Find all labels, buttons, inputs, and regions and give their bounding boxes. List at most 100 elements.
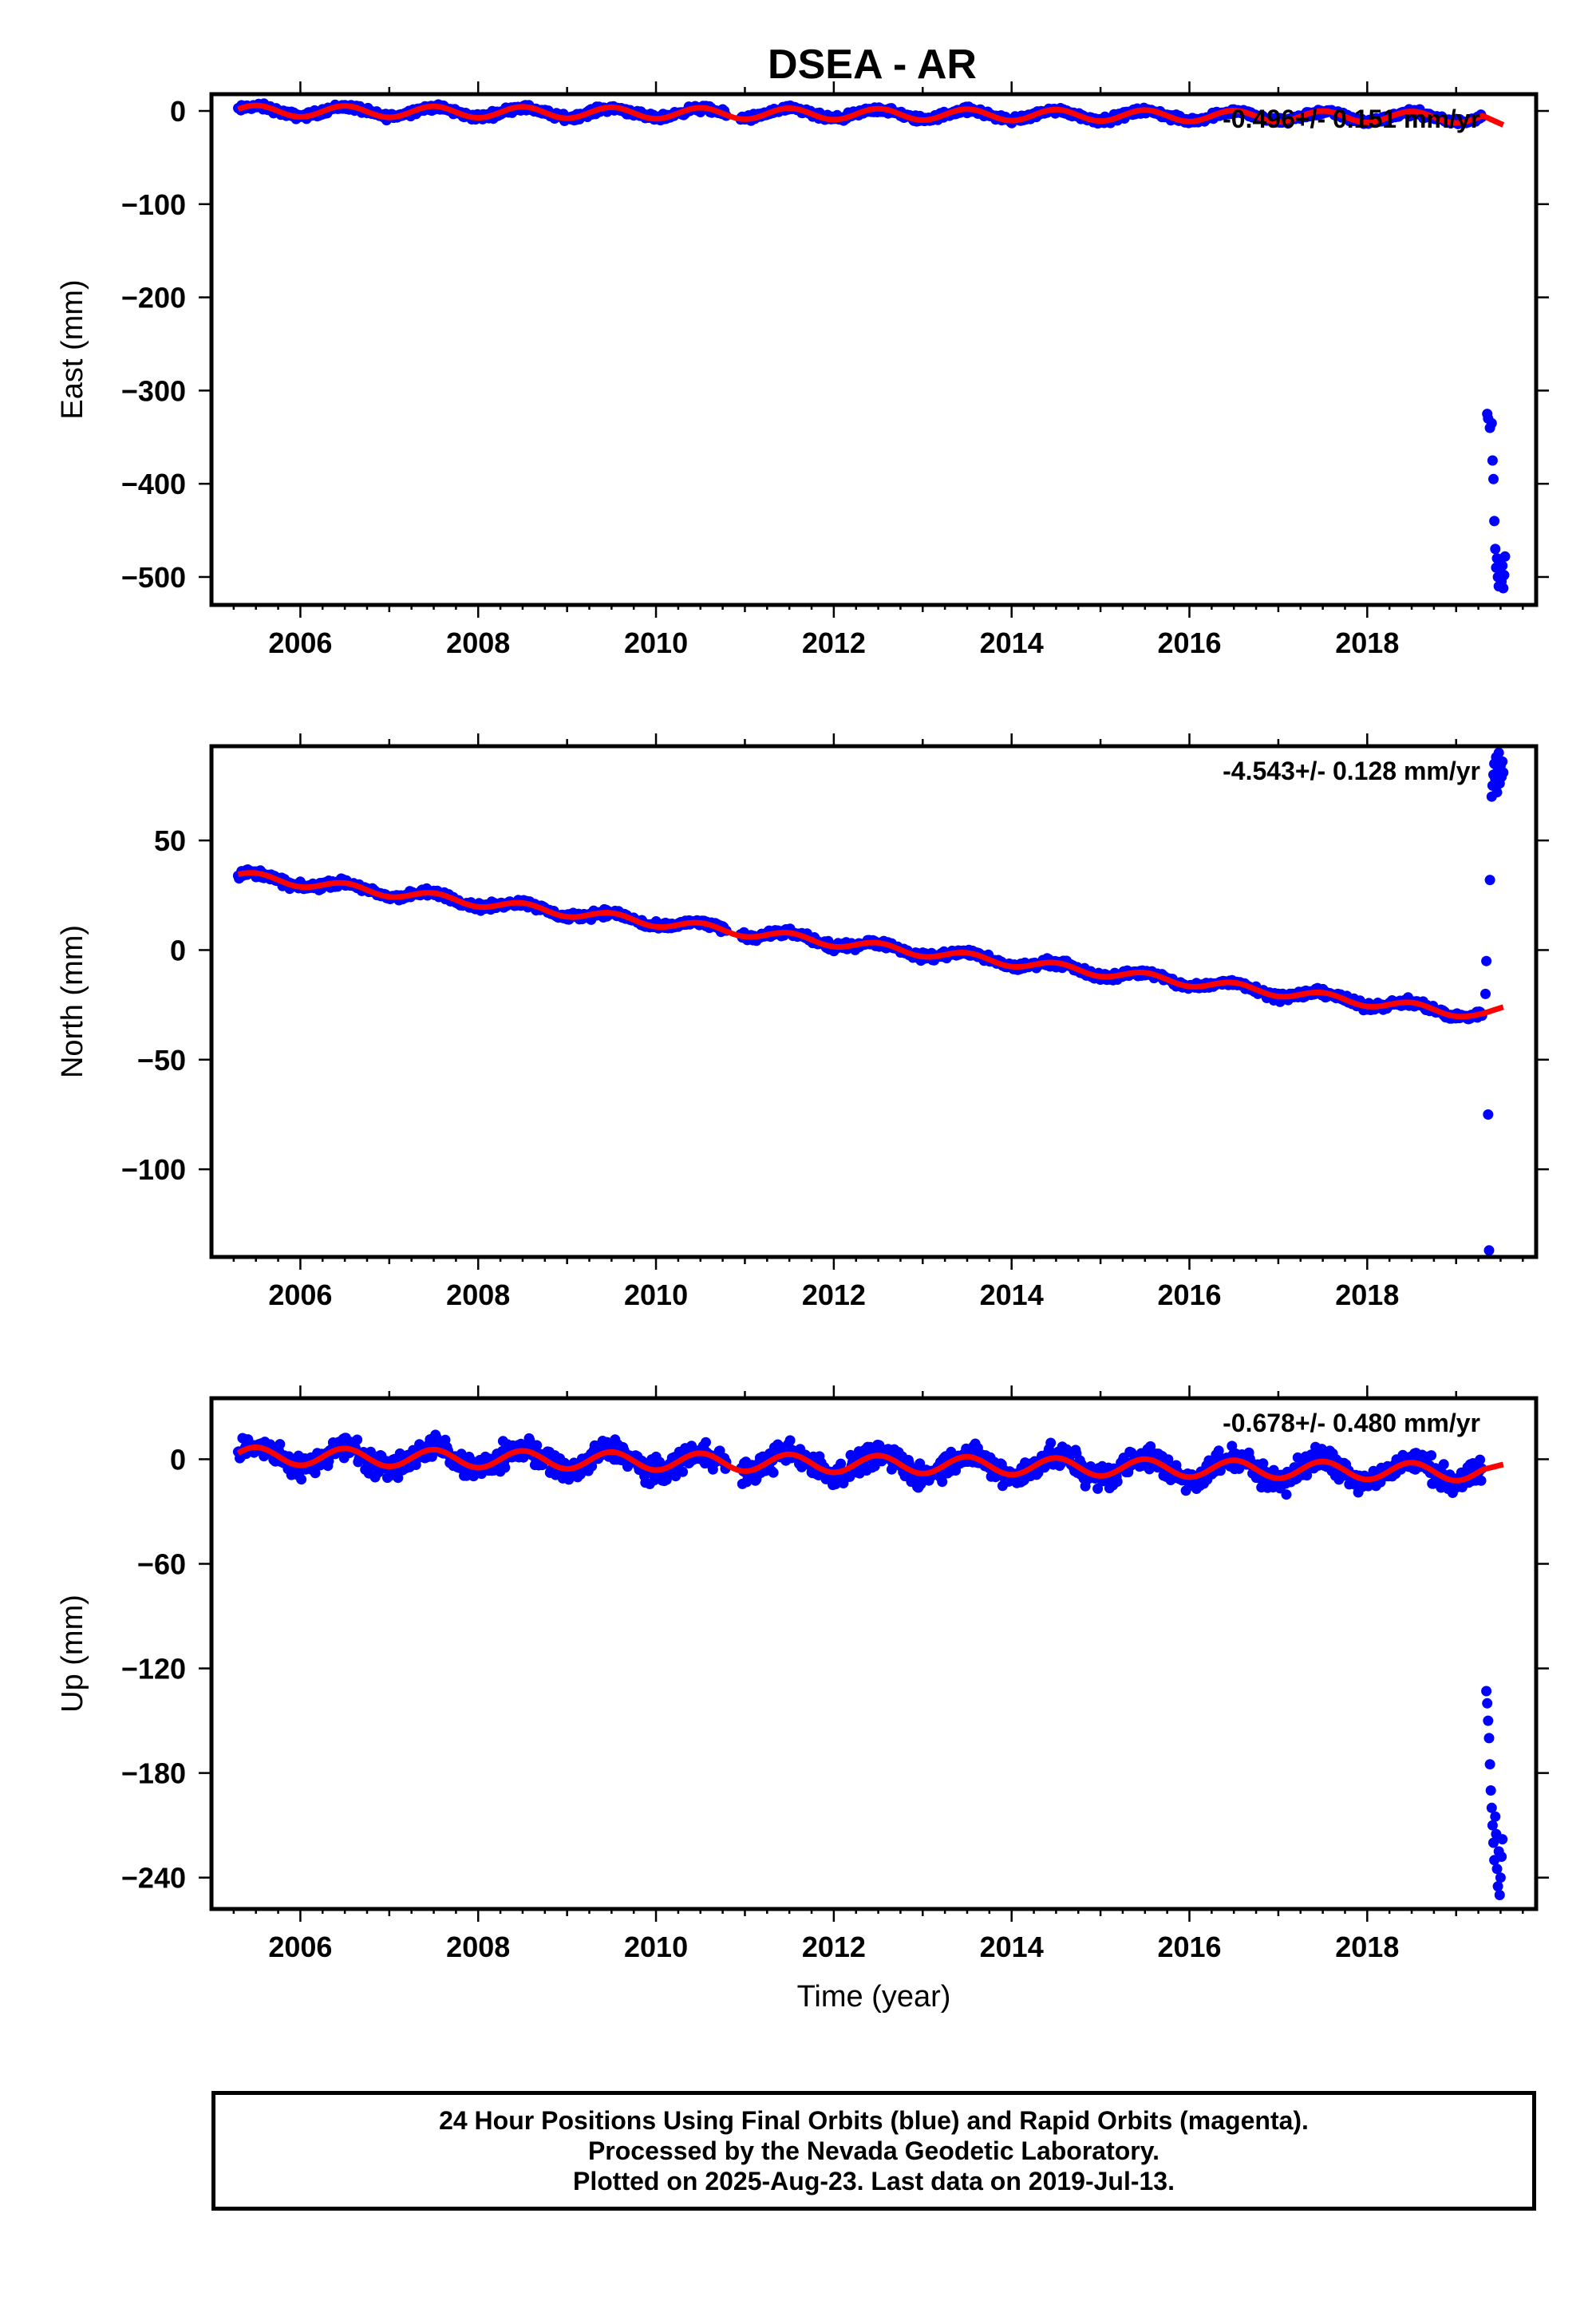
y-axis-label: Up (mm) bbox=[56, 1595, 89, 1713]
panel-1-data bbox=[233, 98, 1511, 594]
y-tick-label: 50 bbox=[154, 824, 186, 857]
offset-position-point bbox=[1490, 1811, 1501, 1822]
offset-position-point bbox=[1483, 1245, 1495, 1256]
y-tick-label: −240 bbox=[121, 1862, 186, 1895]
x-tick-label: 2010 bbox=[624, 626, 688, 659]
y-tick-label: 0 bbox=[170, 934, 186, 966]
x-tick-label: 2010 bbox=[624, 1931, 688, 1963]
x-tick-label: 2012 bbox=[802, 1279, 866, 1311]
x-tick-label: 2018 bbox=[1335, 1279, 1399, 1311]
offset-position-point bbox=[1497, 756, 1508, 767]
x-tick-label: 2010 bbox=[624, 1279, 688, 1311]
offset-position-point bbox=[1481, 955, 1492, 966]
panel-frame bbox=[209, 92, 1539, 607]
offset-position-point bbox=[1486, 417, 1497, 429]
x-tick-label: 2014 bbox=[980, 1931, 1044, 1963]
daily-position-point bbox=[784, 1435, 796, 1446]
daily-position-point bbox=[310, 1468, 321, 1479]
y-tick-label: −180 bbox=[121, 1757, 186, 1790]
offset-position-point bbox=[1484, 875, 1495, 886]
offset-position-point bbox=[1484, 1759, 1495, 1770]
offset-position-point bbox=[1483, 1715, 1494, 1726]
daily-position-point bbox=[1426, 1450, 1437, 1461]
offset-cluster-series bbox=[1480, 747, 1509, 1256]
y-tick-label: 0 bbox=[170, 95, 186, 128]
daily-position-point bbox=[678, 1466, 689, 1477]
y-axis-label: East (mm) bbox=[56, 279, 89, 419]
daily-position-point bbox=[701, 1437, 711, 1448]
daily-position-point bbox=[1475, 1454, 1486, 1465]
model-fit-line bbox=[237, 870, 1504, 1020]
panel-frame bbox=[209, 744, 1539, 1259]
offset-position-point bbox=[1487, 455, 1498, 466]
x-tick-label: 2006 bbox=[268, 626, 332, 659]
daily-position-point bbox=[1476, 1475, 1487, 1486]
daily-position-point bbox=[531, 1440, 543, 1451]
daily-position-point bbox=[1112, 1476, 1123, 1487]
daily-position-point bbox=[426, 1451, 437, 1462]
daily-position-point bbox=[275, 1439, 286, 1450]
y-tick-label: −400 bbox=[121, 468, 186, 500]
offset-position-point bbox=[1496, 1852, 1507, 1862]
panel-2: 2006 2008 2010 2012 2014 2016 2018 50 0 −50 −100 No… bbox=[56, 733, 1549, 1311]
y-tick-label: −120 bbox=[121, 1653, 186, 1686]
offset-position-point bbox=[1480, 988, 1491, 999]
model-fit-line bbox=[237, 102, 1505, 128]
offset-position-point bbox=[1493, 747, 1504, 758]
daily-position-point bbox=[500, 1462, 511, 1473]
offset-position-point bbox=[1498, 583, 1509, 594]
panel-1: 2006 2008 2010 2012 2014 2016 2018 0 −100 −200 −30… bbox=[56, 41, 1549, 659]
offset-position-point bbox=[1497, 1834, 1508, 1845]
offset-position-point bbox=[1481, 1686, 1492, 1697]
x-tick-label: 2014 bbox=[980, 626, 1044, 659]
x-tick-label: 2016 bbox=[1157, 626, 1221, 659]
x-tick-label: 2006 bbox=[268, 1931, 332, 1963]
daily-position-point bbox=[575, 1468, 586, 1480]
panel-2-data bbox=[232, 747, 1509, 1256]
offset-position-point bbox=[1488, 473, 1499, 484]
offset-position-point bbox=[1495, 1872, 1506, 1883]
offset-position-point bbox=[1498, 767, 1509, 778]
offset-position-point bbox=[1483, 1109, 1494, 1120]
daily-position-point bbox=[352, 1434, 363, 1445]
y-tick-label: −200 bbox=[121, 282, 186, 314]
y-axis-label: North (mm) bbox=[56, 925, 89, 1078]
offset-position-point bbox=[1499, 570, 1510, 581]
panel-3: 2006 2008 2010 2012 2014 2016 2018 0 −60 −120 −180… bbox=[56, 1385, 1549, 2014]
offset-position-point bbox=[1482, 1697, 1493, 1709]
offset-position-point bbox=[1491, 787, 1503, 798]
x-tick-label: 2016 bbox=[1157, 1931, 1221, 1963]
daily-position-point bbox=[836, 1458, 847, 1469]
x-tick-label: 2012 bbox=[802, 626, 866, 659]
x-tick-label: 2008 bbox=[446, 1931, 510, 1963]
y-tick-label: −500 bbox=[121, 561, 186, 594]
y-tick-label: −60 bbox=[137, 1548, 186, 1581]
offset-position-point bbox=[1494, 1890, 1505, 1900]
y-tick-label: 0 bbox=[170, 1443, 186, 1476]
x-axis-label: Time (year) bbox=[797, 1980, 951, 2014]
y-tick-label: −50 bbox=[137, 1044, 186, 1077]
x-tick-label: 2006 bbox=[268, 1279, 332, 1311]
velocity-annotation: -4.543+/- 0.128 mm/yr bbox=[1223, 757, 1480, 785]
velocity-annotation: -0.678+/- 0.480 mm/yr bbox=[1223, 1409, 1480, 1437]
daily-position-point bbox=[937, 1476, 948, 1488]
offset-position-point bbox=[1489, 516, 1500, 527]
velocity-annotation: -0.496+/- 0.151 mm/yr bbox=[1223, 105, 1480, 133]
daily-position-point bbox=[1281, 1489, 1292, 1500]
offset-position-point bbox=[1497, 560, 1508, 571]
x-tick-label: 2008 bbox=[446, 1279, 510, 1311]
x-tick-label: 2012 bbox=[802, 1931, 866, 1963]
daily-position-point bbox=[768, 1467, 779, 1478]
offset-position-point bbox=[1483, 1733, 1495, 1744]
daily-position-point bbox=[1045, 1437, 1057, 1448]
x-tick-label: 2008 bbox=[446, 626, 510, 659]
daily-position-point bbox=[1438, 1459, 1449, 1470]
daily-position-point bbox=[296, 1474, 307, 1485]
x-tick-label: 2018 bbox=[1335, 626, 1399, 659]
y-tick-label: −100 bbox=[121, 1153, 186, 1186]
x-tick-label: 2018 bbox=[1335, 1931, 1399, 1963]
offset-cluster-series bbox=[1482, 409, 1511, 594]
footer-line-orbits: 24 Hour Positions Using Final Orbits (bl… bbox=[439, 2106, 1309, 2135]
footer-line-plotted: Plotted on 2025-Aug-23. Last data on 201… bbox=[573, 2167, 1175, 2195]
